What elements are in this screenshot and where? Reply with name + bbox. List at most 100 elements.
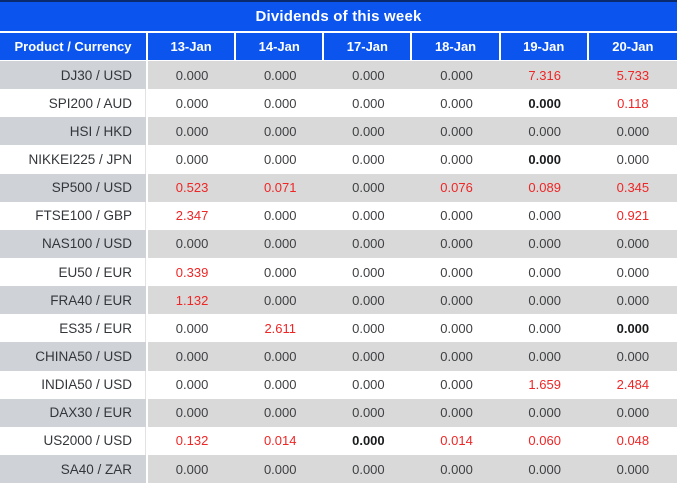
dividend-value: 0.000 [500,201,589,230]
dividend-value: 0.000 [148,229,237,258]
product-currency-label: FTSE100 / GBP [0,201,148,230]
column-header-date: 20-Jan [588,33,677,61]
dividend-value: 0.000 [148,117,237,146]
dividend-value: 7.316 [500,61,589,90]
table-row: NAS100 / USD 0.000 0.000 0.000 0.000 0.000 0.0… [0,229,677,258]
dividend-value: 0.000 [324,145,413,174]
dividend-value: 0.000 [588,257,677,287]
column-header-date: 17-Jan [324,33,413,61]
product-currency-label: NIKKEI225 / JPN [0,145,148,174]
product-currency-label: US2000 / USD [0,426,148,455]
table-row: US2000 / USD 0.132 0.014 0.000 0.014 0.060 0.0… [0,426,677,455]
product-currency-label: INDIA50 / USD [0,370,148,399]
dividend-value: 0.089 [500,173,589,202]
dividend-value: 0.000 [324,89,413,118]
table-title: Dividends of this week [0,2,677,33]
dividend-value: 0.000 [236,370,325,399]
dividend-value: 0.000 [148,89,237,118]
dividend-value: 2.347 [148,201,237,230]
dividend-value: 0.000 [500,398,589,427]
product-currency-label: FRA40 / EUR [0,286,148,315]
dividend-value: 0.000 [412,454,501,484]
dividend-value: 0.000 [324,342,413,371]
dividend-value: 0.000 [236,61,325,90]
dividend-value: 0.000 [588,117,677,146]
table-header-row: Product / Currency 13-Jan 14-Jan 17-Jan 18-J… [0,33,677,61]
table-row: NIKKEI225 / JPN 0.000 0.000 0.000 0.000 0.000… [0,145,677,174]
dividend-value: 0.000 [412,229,501,258]
column-header-date: 14-Jan [236,33,325,61]
dividend-value: 0.000 [324,229,413,258]
dividend-value: 0.000 [588,314,677,343]
dividend-value: 0.000 [500,454,589,484]
dividend-value: 0.000 [500,257,589,287]
product-currency-label: SA40 / ZAR [0,454,148,484]
product-currency-label: CHINA50 / USD [0,342,148,371]
dividend-value: 0.000 [324,426,413,455]
dividend-value: 0.000 [236,257,325,287]
product-currency-label: DJ30 / USD [0,61,148,90]
product-currency-label: SPI200 / AUD [0,89,148,118]
dividend-value: 0.000 [588,145,677,174]
table-row: DAX30 / EUR 0.000 0.000 0.000 0.000 0.000 0.00… [0,398,677,427]
dividend-value: 0.000 [412,117,501,146]
dividend-value: 0.000 [236,89,325,118]
table-row: ES35 / EUR 0.000 2.611 0.000 0.000 0.000 0.000 [0,314,677,343]
dividend-value: 0.000 [148,61,237,90]
column-header-date: 19-Jan [500,33,589,61]
dividend-value: 0.000 [412,61,501,90]
dividend-value: 0.076 [412,173,501,202]
table-row: HSI / HKD 0.000 0.000 0.000 0.000 0.000 0.000 [0,117,677,146]
dividend-value: 0.000 [500,342,589,371]
dividend-value: 1.132 [148,286,237,315]
dividend-value: 0.014 [236,426,325,455]
table-row: CHINA50 / USD 0.000 0.000 0.000 0.000 0.000 0.… [0,342,677,371]
dividend-value: 0.000 [412,398,501,427]
product-currency-label: EU50 / EUR [0,257,148,287]
product-currency-label: SP500 / USD [0,173,148,202]
dividend-value: 0.000 [148,314,237,343]
dividend-value: 0.000 [324,314,413,343]
dividend-value: 0.000 [412,89,501,118]
table-row: SPI200 / AUD 0.000 0.000 0.000 0.000 0.000 0.1… [0,89,677,118]
dividend-value: 0.000 [148,398,237,427]
dividend-value: 0.345 [588,173,677,202]
dividend-value: 0.000 [412,370,501,399]
dividend-value: 0.000 [324,370,413,399]
dividend-value: 0.000 [412,257,501,287]
dividend-value: 0.000 [588,342,677,371]
dividend-value: 0.000 [412,314,501,343]
column-header-product-currency: Product / Currency [0,33,148,61]
dividend-value: 2.484 [588,370,677,399]
table-row: FTSE100 / GBP 2.347 0.000 0.000 0.000 0.000 0.… [0,201,677,230]
dividend-value: 0.000 [588,398,677,427]
table-row: SA40 / ZAR 0.000 0.000 0.000 0.000 0.000 0.000 [0,454,677,484]
product-currency-label: ES35 / EUR [0,314,148,343]
dividend-value: 0.000 [236,117,325,146]
dividend-value: 0.000 [324,454,413,484]
dividend-value: 0.000 [148,454,237,484]
dividends-table: Product / Currency 13-Jan 14-Jan 17-Jan 18-J… [0,33,677,484]
dividend-value: 0.000 [324,173,413,202]
dividend-value: 0.000 [324,398,413,427]
dividend-value: 0.000 [236,454,325,484]
dividend-value: 0.000 [588,454,677,484]
dividend-value: 0.000 [148,145,237,174]
product-currency-label: DAX30 / EUR [0,398,148,427]
column-header-date: 18-Jan [412,33,501,61]
dividend-value: 5.733 [588,61,677,90]
dividend-value: 0.000 [324,286,413,315]
dividend-value: 0.048 [588,426,677,455]
dividend-value: 0.000 [236,201,325,230]
dividend-value: 2.611 [236,314,325,343]
dividend-value: 1.659 [500,370,589,399]
dividend-value: 0.000 [500,89,589,118]
dividend-value: 0.132 [148,426,237,455]
dividend-value: 0.000 [148,342,237,371]
dividend-value: 0.000 [500,229,589,258]
table-row: FRA40 / EUR 1.132 0.000 0.000 0.000 0.000 0.00… [0,286,677,315]
dividend-value: 0.000 [412,286,501,315]
dividend-value: 0.000 [588,286,677,315]
dividend-value: 0.000 [324,201,413,230]
dividend-value: 0.000 [236,286,325,315]
